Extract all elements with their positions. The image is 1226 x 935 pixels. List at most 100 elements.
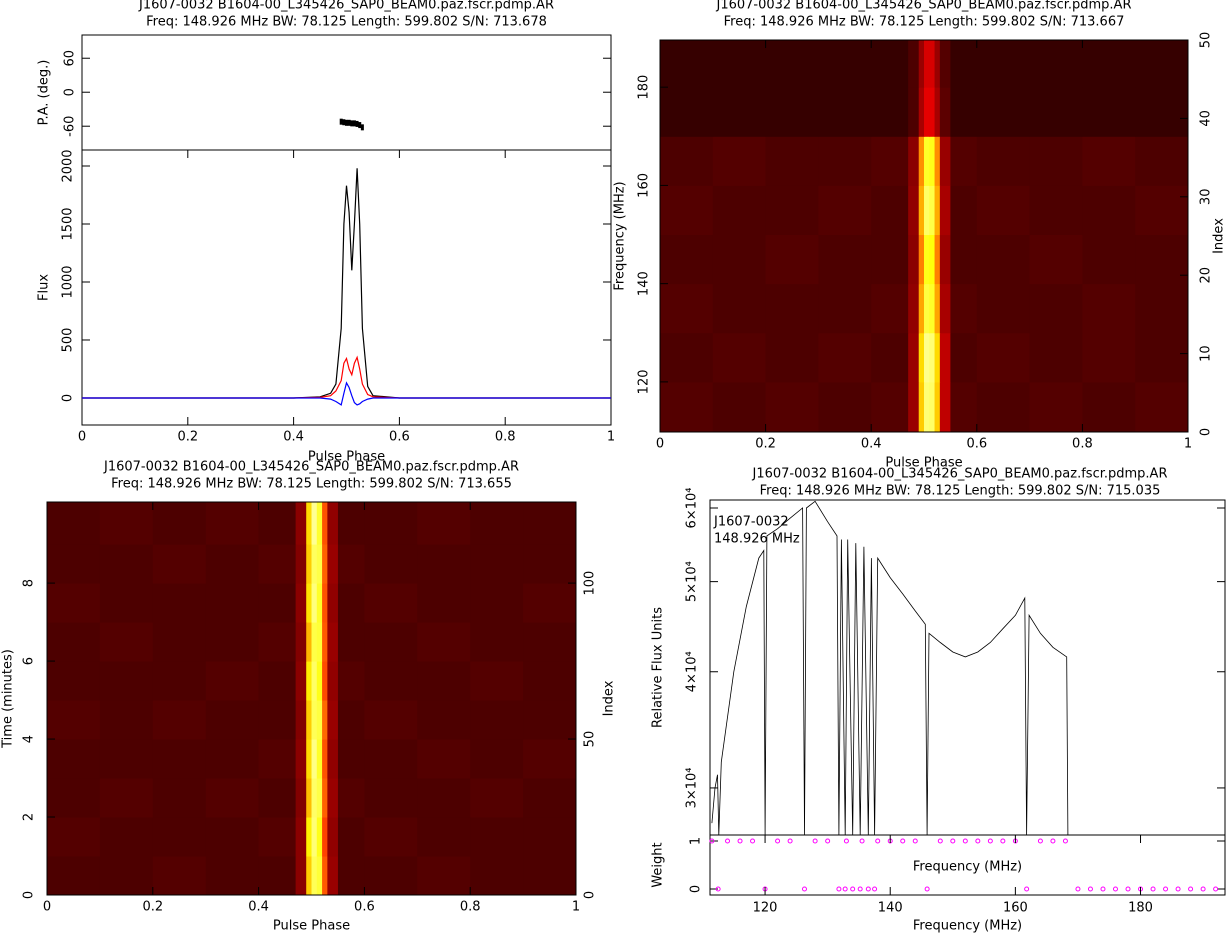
heatmap-cell bbox=[1082, 332, 1136, 383]
heatmap-cell bbox=[470, 739, 524, 779]
pa-point bbox=[355, 120, 359, 127]
heatmap-cell bbox=[1029, 234, 1083, 285]
pa-point bbox=[360, 124, 364, 131]
pa-point bbox=[350, 120, 354, 127]
pa-point bbox=[358, 122, 362, 129]
heatmap-cell bbox=[929, 332, 936, 383]
heatmap-cell bbox=[1082, 40, 1136, 88]
heatmap-cell bbox=[295, 622, 307, 662]
weight-point bbox=[1100, 886, 1106, 892]
heatmap-cell bbox=[934, 87, 941, 137]
heatmap-cell bbox=[152, 778, 207, 818]
heatmap-cell bbox=[1135, 136, 1189, 186]
heatmap-cell bbox=[523, 700, 577, 740]
heatmap-cell bbox=[660, 40, 714, 88]
heatmap-cell bbox=[99, 502, 154, 545]
heatmap-cell bbox=[1082, 185, 1136, 236]
heatmap-cell bbox=[258, 544, 297, 584]
flux-frame bbox=[81, 149, 612, 426]
heatmap-cell bbox=[818, 332, 872, 383]
heatmap-cell bbox=[152, 502, 207, 545]
x-axis-label: Pulse Phase bbox=[273, 919, 350, 934]
heatmap-cell bbox=[311, 661, 318, 701]
heatmap-cell bbox=[47, 817, 101, 857]
x-axis-label: Pulse Phase bbox=[308, 450, 385, 465]
weight-point bbox=[875, 838, 881, 844]
heatmap-cell bbox=[152, 739, 207, 779]
heatmap-cell bbox=[47, 622, 101, 662]
heatmap-cell bbox=[918, 234, 925, 285]
weight-point bbox=[737, 838, 743, 844]
heatmap-cell bbox=[939, 283, 951, 334]
heatmap-cell bbox=[908, 234, 920, 285]
y-axis-label: Time (minutes) bbox=[1, 649, 16, 749]
heatmap-cell bbox=[918, 185, 925, 236]
heatmap-cell bbox=[306, 622, 312, 662]
heatmap-cell bbox=[152, 700, 207, 740]
heatmap-cell bbox=[322, 544, 328, 584]
x-axis-label: Frequency (MHz) bbox=[913, 860, 1022, 875]
heatmap-cell bbox=[1082, 87, 1136, 137]
weight-point bbox=[924, 886, 930, 892]
weight-frame bbox=[709, 834, 1226, 896]
x-tick-label: 1 bbox=[1184, 437, 1192, 452]
heatmap-cell bbox=[311, 778, 318, 818]
y2-axis-label: Index bbox=[602, 680, 617, 716]
heatmap-cell bbox=[929, 381, 936, 433]
heatmap-cell bbox=[295, 700, 307, 740]
weight-point bbox=[775, 838, 781, 844]
heatmap-cell bbox=[765, 40, 819, 88]
pa-point bbox=[342, 119, 346, 126]
heatmap-cell bbox=[929, 283, 936, 334]
heatmap-cell bbox=[934, 283, 941, 334]
heatmap-cell bbox=[1135, 40, 1189, 88]
heatmap-cell bbox=[934, 185, 941, 236]
weight-point bbox=[975, 838, 981, 844]
weight-point bbox=[1062, 838, 1068, 844]
heatmap-cell bbox=[311, 739, 318, 779]
heatmap-cell bbox=[316, 817, 323, 857]
heatmap-cell bbox=[295, 817, 307, 857]
heatmap-cell bbox=[939, 332, 951, 383]
heatmap-cell bbox=[337, 583, 365, 623]
heatmap-cell bbox=[205, 778, 260, 818]
heatmap-cell bbox=[712, 381, 767, 433]
heatmap-cell bbox=[99, 739, 154, 779]
heatmap-cell bbox=[322, 622, 328, 662]
y-tick-label: 10 bbox=[1199, 345, 1214, 362]
heatmap-cell bbox=[976, 283, 1031, 334]
weight-point bbox=[750, 838, 756, 844]
heatmap-cell bbox=[417, 661, 471, 701]
weight-point bbox=[715, 886, 721, 892]
x-tick-label: 0 bbox=[78, 430, 86, 445]
weight-point bbox=[1150, 886, 1156, 892]
heatmap-cell bbox=[322, 856, 328, 896]
heatmap-cell bbox=[818, 234, 872, 285]
heatmap-cell bbox=[306, 661, 312, 701]
y-axis-label: Weight bbox=[651, 842, 666, 887]
heatmap-cell bbox=[205, 502, 260, 545]
heatmap-cell bbox=[364, 544, 418, 584]
heatmap-cell bbox=[327, 739, 339, 779]
annotation: 148.926 MHz bbox=[714, 532, 800, 547]
chart-title: J1607-0032 B1604-00_L345426_SAP0_BEAM0.p… bbox=[751, 467, 1167, 482]
x-axis-label: Pulse Phase bbox=[885, 456, 962, 471]
chart-title: J1607-0032 B1604-00_L345426_SAP0_BEAM0.p… bbox=[103, 460, 519, 475]
heatmap-cell bbox=[295, 583, 307, 623]
heatmap-cell bbox=[976, 234, 1031, 285]
heatmap-cell bbox=[322, 502, 328, 545]
heatmap-cell bbox=[470, 856, 524, 896]
heatmap-cell bbox=[337, 622, 365, 662]
heatmap-cell bbox=[523, 583, 577, 623]
heatmap-cell bbox=[908, 40, 920, 88]
heatmap-cell bbox=[918, 283, 925, 334]
heatmap-cell bbox=[295, 544, 307, 584]
heatmap-cell bbox=[929, 185, 936, 236]
heatmap-cell bbox=[871, 185, 909, 236]
heatmap-cell bbox=[765, 332, 819, 383]
heatmap-cell bbox=[871, 332, 909, 383]
heatmap-cell bbox=[417, 700, 471, 740]
heatmap-cell bbox=[311, 583, 318, 623]
weight-point bbox=[1125, 886, 1131, 892]
heatmap-cell bbox=[1082, 381, 1136, 433]
